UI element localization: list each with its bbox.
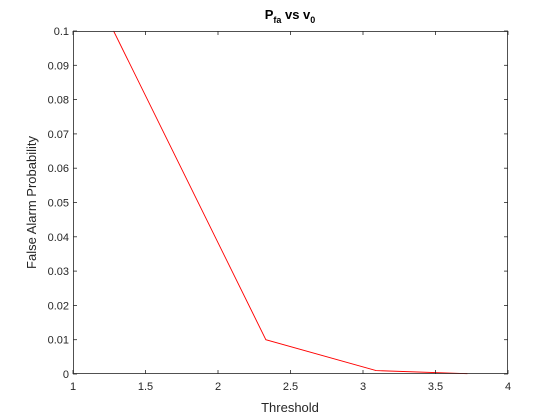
x-tick-label: 2 [215,381,221,393]
y-tick-label: 0.06 [48,163,69,175]
y-tick-label: 0.07 [48,129,69,141]
y-tick-label: 0.08 [48,95,69,107]
y-tick-label: 0 [63,369,69,381]
x-tick-label: 2.5 [283,381,298,393]
series-line-0 [113,30,468,375]
x-tick-label: 3 [360,381,366,393]
y-tick-label: 0.04 [48,232,69,244]
axes-layer: 1 1.5 2 2.5 3 3.5 4 0 0.01 0.02 0.03 0.04 0.05 0.06 0.… [48,26,511,393]
title-sub-2: 0 [310,15,315,25]
title-main-2: vs v [281,7,311,22]
x-axis-label: Threshold [261,400,319,415]
plot-area [73,31,508,374]
y-tick-label: 0.09 [48,60,69,72]
x-tick-label: 1.5 [138,381,153,393]
y-tick-label: 0.01 [48,335,69,347]
y-axis-label: False Alarm Probability [24,136,39,269]
x-tick-label: 1 [70,381,76,393]
title-main-1: P [265,7,274,22]
chart-title: Pfa vs v0 [265,7,316,25]
x-tick-label: 4 [505,381,511,393]
data-layer [113,30,468,375]
x-tick-label: 3.5 [428,381,443,393]
y-tick-label: 0.03 [48,266,69,278]
y-tick-label: 0.05 [48,198,69,210]
title-sub-1: fa [273,15,282,25]
y-tick-label: 0.02 [48,300,69,312]
y-tick-label: 0.1 [54,26,69,38]
